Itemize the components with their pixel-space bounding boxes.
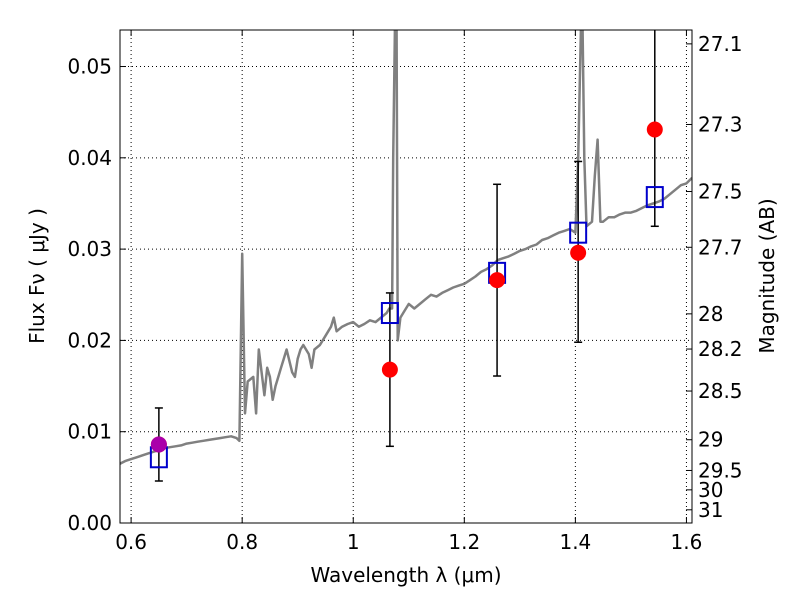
y-axis-label: Flux Fν ( μJy ) <box>25 208 49 344</box>
x-axis-label: Wavelength λ (μm) <box>310 563 501 587</box>
observed-point <box>570 244 587 261</box>
y-tick-label: 0.04 <box>67 146 112 170</box>
optical-point <box>150 436 167 453</box>
magnitude-tick-label: 30 <box>698 478 723 502</box>
magnitude-tick-label: 31 <box>698 498 723 522</box>
model-point <box>380 302 399 325</box>
x-tick-label: 0.8 <box>226 530 258 554</box>
y-axis: 0.00 0.01 0.02 0.03 0.04 0.05 <box>67 55 126 535</box>
observed-point <box>381 361 398 378</box>
sed-template-line <box>120 30 692 465</box>
magnitude-tick-label: 28 <box>698 302 723 326</box>
x-tick-label: 1.4 <box>559 530 591 554</box>
y-tick-label: 0.05 <box>67 55 112 79</box>
observed-point <box>646 121 663 138</box>
y-tick-label: 0.01 <box>67 420 112 444</box>
observed-point <box>489 272 506 289</box>
plot-frame <box>119 29 693 524</box>
y-tick-label: 0.00 <box>67 511 112 535</box>
magnitude-tick-label: 27.7 <box>698 235 743 259</box>
magnitude-axis-label: Magnitude (AB) <box>755 198 779 353</box>
y-tick-label: 0.02 <box>67 328 112 352</box>
magnitude-tick-label: 29 <box>698 428 723 452</box>
magnitude-tick-label: 28.2 <box>698 337 743 361</box>
magnitude-tick-label: 27.5 <box>698 180 743 204</box>
x-tick-label: 1.2 <box>448 530 480 554</box>
x-tick-label: 1.6 <box>671 530 703 554</box>
magnitude-tick-label: 27.1 <box>698 32 743 56</box>
magnitude-tick-label: 28.5 <box>698 379 743 403</box>
magnitude-tick-label: 27.3 <box>698 112 743 136</box>
y-tick-label: 0.03 <box>67 237 112 261</box>
x-tick-label: 0.6 <box>115 530 147 554</box>
model-point <box>645 186 664 209</box>
model-point <box>569 221 588 244</box>
x-axis: 0.6 0.8 1 1.2 1.4 1.6 <box>115 30 702 554</box>
magnitude-tick-label: 29.5 <box>698 458 743 482</box>
x-tick-label: 1 <box>347 530 360 554</box>
plot-area <box>120 30 692 482</box>
